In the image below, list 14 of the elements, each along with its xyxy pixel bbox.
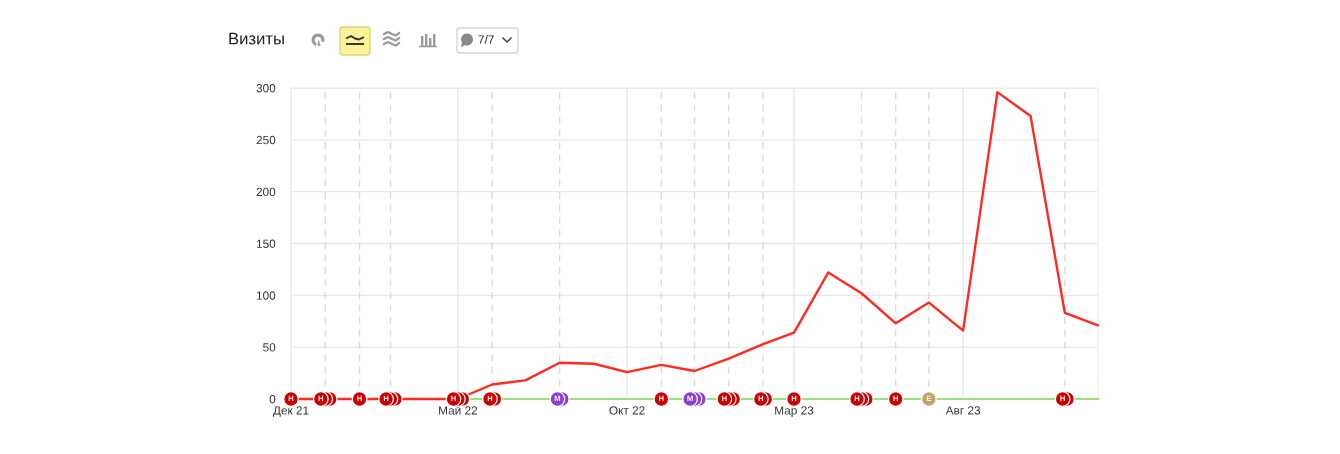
text: 7/7	[478, 35, 494, 44]
x-tick-label: Май 22	[439, 405, 478, 415]
y-tick-label: 250	[256, 135, 276, 145]
y-tick-label: 100	[256, 291, 276, 300]
chart-title: Визиты	[229, 32, 284, 45]
y-tick-label: 0	[269, 395, 276, 404]
x-tick-label: Дек 21	[273, 406, 309, 417]
y-tick-label: 150	[256, 239, 276, 248]
y-tick-label: 50	[263, 343, 276, 352]
x-tick-label: Окт 22	[609, 406, 645, 415]
x-tick-label: Мар 23	[775, 406, 814, 417]
y-tick-label: 200	[256, 187, 276, 197]
x-tick-label: Авг 23	[945, 406, 981, 415]
y-tick-label: 300	[256, 84, 276, 93]
